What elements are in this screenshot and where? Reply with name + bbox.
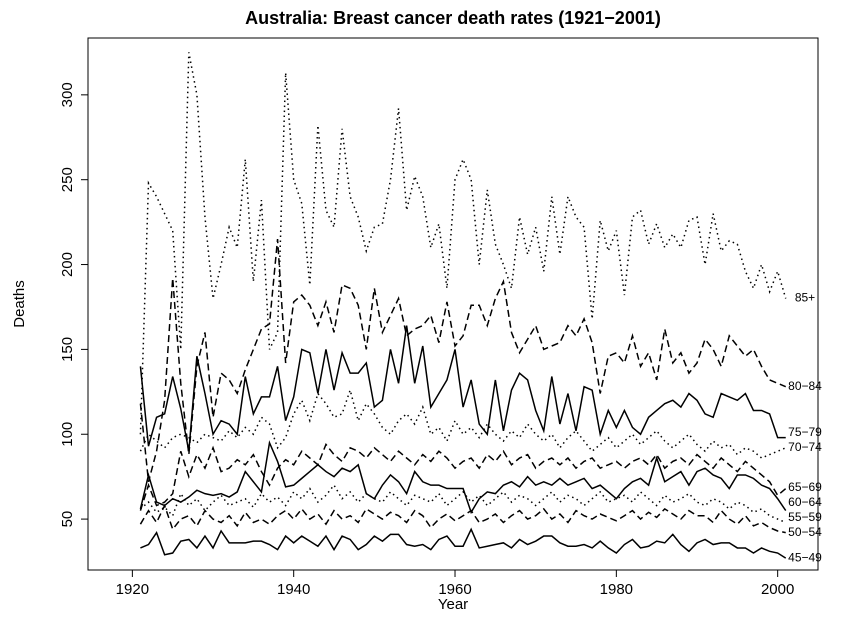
plot-frame bbox=[87, 37, 819, 571]
y-tick-label: 100 bbox=[59, 422, 76, 447]
x-axis-label: Year bbox=[438, 596, 468, 613]
series-label: 75−79 bbox=[788, 425, 822, 439]
series-line bbox=[139, 325, 786, 452]
series-line bbox=[139, 483, 787, 524]
y-axis-label: Deaths bbox=[11, 280, 28, 328]
series-label: 50−54 bbox=[788, 525, 822, 539]
series-label: 85+ bbox=[795, 291, 815, 305]
series-line bbox=[140, 527, 787, 559]
series-line bbox=[139, 52, 787, 435]
x-tick-label: 1960 bbox=[438, 581, 471, 598]
series-label: 80−84 bbox=[788, 379, 822, 393]
series-line bbox=[139, 387, 787, 459]
y-tick-label: 50 bbox=[59, 511, 76, 528]
series-label: 65−69 bbox=[788, 480, 822, 494]
chart-title: Australia: Breast cancer death rates (19… bbox=[245, 8, 661, 28]
series-line bbox=[139, 239, 787, 482]
y-tick-label: 150 bbox=[59, 337, 76, 362]
x-tick-label: 2000 bbox=[761, 581, 794, 598]
y-tick-label: 300 bbox=[59, 82, 76, 107]
y-tick-label: 200 bbox=[59, 252, 76, 277]
series-label: 55−59 bbox=[788, 510, 822, 524]
series-line bbox=[139, 442, 787, 511]
x-tick-label: 1980 bbox=[600, 581, 633, 598]
series-label: 60−64 bbox=[788, 495, 822, 509]
series-line bbox=[139, 503, 786, 534]
x-tick-label: 1920 bbox=[116, 581, 149, 598]
series-label: 45−49 bbox=[788, 550, 822, 564]
series-label: 70−74 bbox=[788, 440, 822, 454]
y-tick-label: 250 bbox=[59, 167, 76, 192]
x-tick-label: 1940 bbox=[277, 581, 310, 598]
series-line bbox=[139, 440, 787, 515]
